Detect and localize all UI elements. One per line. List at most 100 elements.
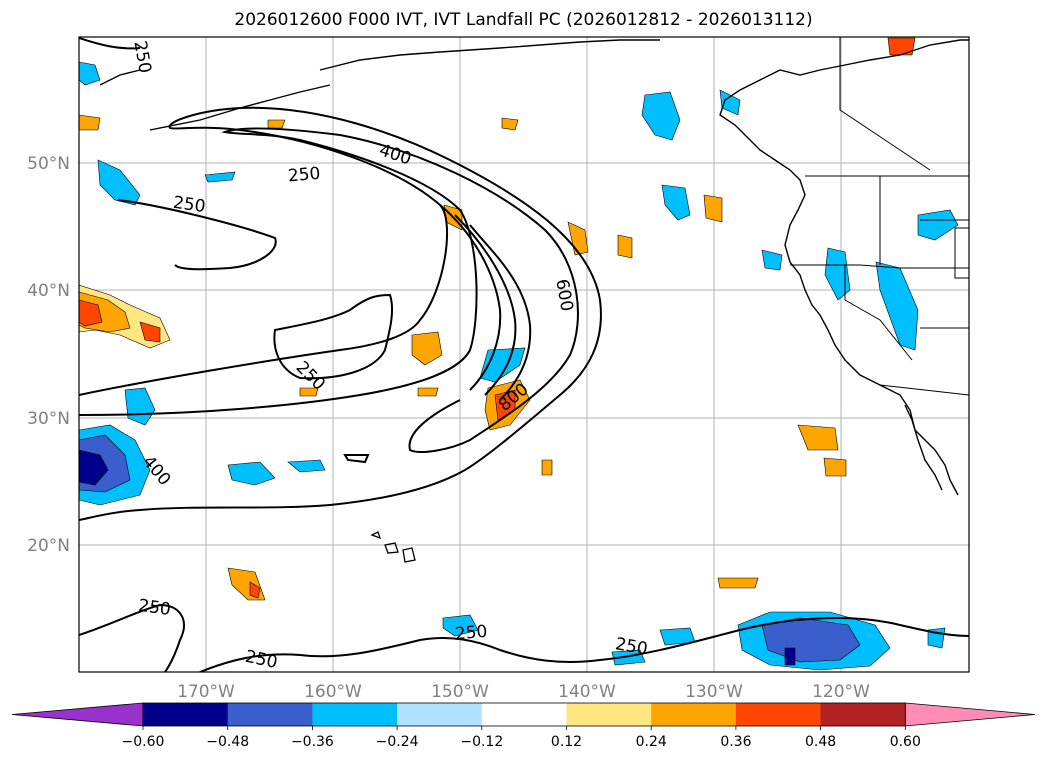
ivt-contour-800: [469, 224, 532, 401]
contour-label-3: 250: [172, 193, 207, 217]
colorbar-tick-label: 0.36: [720, 734, 751, 750]
ivt-contour-250-sw: [79, 603, 185, 672]
colorbar-tick-label: 0.48: [805, 734, 836, 750]
colorbar-tick-label: −0.48: [206, 734, 249, 750]
alaska-canada-border: [839, 37, 931, 171]
neg-blob-s1: [227, 461, 276, 486]
pos-blob-west-core2: [139, 321, 161, 343]
ivt-contour-250-inner: [79, 127, 579, 453]
colorbar-segment: [227, 703, 313, 726]
colorbar-tick-label: 0.24: [636, 734, 667, 750]
ivt-contour-small: [343, 454, 370, 464]
neg-blob-south-mid: [442, 614, 479, 637]
pos-blob-b: [617, 234, 633, 259]
neg-blob-nw-corner: [79, 61, 101, 86]
lat-label-50n: 50°N: [27, 154, 70, 174]
colorbar-segment: [651, 703, 737, 726]
ivt-contours: [79, 37, 969, 672]
colorbar-tick-label: −0.60: [122, 734, 165, 750]
contour-label-2: 250: [287, 164, 321, 187]
colorbar-extend-max: [904, 702, 1036, 727]
ivt-contour-250-outer: [79, 106, 602, 521]
pos-blob-west-core: [79, 299, 103, 327]
pos-blob-d-core: [249, 581, 261, 599]
lon-label-170w: 170°W: [177, 682, 235, 702]
island-oahu: [384, 542, 399, 554]
longitude-labels: 170°W 160°W 150°W 140°W 130°W 120°W: [177, 682, 870, 702]
aleutian-chain: [149, 84, 331, 131]
pc-filled-contours: [79, 37, 959, 671]
neg-blob-w2: [124, 387, 156, 426]
map-border: [78, 36, 970, 673]
neg-blob-nevada: [824, 247, 851, 301]
baja-california-coast: [904, 404, 943, 491]
island-kauai: [370, 531, 382, 540]
colorbar-segment: [397, 703, 483, 726]
map-area: [79, 37, 969, 672]
neg-blob-ca-n: [761, 249, 783, 271]
us-mexico-border: [879, 384, 969, 396]
colorbar-tick-label: 0.12: [551, 734, 582, 750]
colorbar-segment: [481, 703, 567, 726]
colorbar-extend-min: [11, 702, 144, 727]
ca-nv-border: [844, 265, 913, 361]
lat-label-30n: 30°N: [27, 409, 70, 429]
coastlines: [99, 39, 969, 496]
colorbar-segment: [143, 703, 229, 726]
colorbar-outline: [142, 702, 906, 727]
colorbar-segment: [820, 703, 906, 726]
neg-blob-nw: [97, 159, 141, 206]
colorbar-segment: [312, 703, 398, 726]
ivt-contour-400: [439, 204, 502, 391]
colorbar-segment: [566, 703, 652, 726]
ivt-contour-250-west: [117, 199, 277, 271]
neg-blob-wyoming: [917, 209, 959, 241]
lat-label-20n: 20°N: [27, 536, 70, 556]
neg-blob-bc: [719, 89, 741, 116]
lon-label-150w: 150°W: [431, 682, 489, 702]
pos-blob-h: [887, 37, 916, 56]
alaska-coast: [319, 39, 660, 71]
colorbar: −0.60 −0.48 −0.36 −0.24 −0.12 0.12 0.24 0.36 0.4…: [11, 702, 1036, 750]
bering-coast: [99, 69, 141, 86]
lat-label-40n: 40°N: [27, 281, 70, 301]
ivt-contour-250-nw: [79, 37, 141, 50]
island-hawaii: [402, 547, 416, 563]
lon-label-160w: 160°W: [304, 682, 362, 702]
ivt-contour-250-loop: [273, 293, 394, 380]
pos-blob-e: [797, 424, 839, 451]
neg-blob-n1: [204, 171, 236, 183]
latitude-labels: 20°N 30°N 40°N 50°N: [27, 154, 70, 556]
pos-blob-o: [417, 387, 439, 397]
neg-blob-south-east-core: [784, 647, 796, 666]
lon-label-120w: 120°W: [812, 682, 870, 702]
state-border-1: [790, 264, 969, 269]
pos-blob-c: [703, 194, 723, 223]
ivt-contour-250-south: [199, 617, 969, 672]
neg-blob-west-core: [79, 449, 109, 486]
pos-blob-k: [501, 117, 519, 131]
contour-label-11: 250: [454, 622, 488, 645]
state-border-5: [954, 227, 969, 279]
lon-label-130w: 130°W: [685, 682, 743, 702]
pos-blob-m: [541, 459, 553, 476]
pos-blob-f: [823, 457, 847, 477]
west-coast-north-america: [719, 39, 969, 496]
map-title: 2026012600 F000 IVT, IVT Landfall PC (20…: [234, 10, 813, 30]
contour-label-9: 250: [137, 596, 172, 620]
neg-blob-offshore: [661, 184, 691, 221]
neg-blob-s2: [287, 459, 326, 473]
pos-blob-n: [299, 387, 319, 397]
pos-blob-i: [79, 114, 101, 131]
pos-blob-j: [267, 119, 286, 129]
colorbar-segment: [735, 703, 822, 726]
colorbar-tick-label: −0.12: [460, 734, 503, 750]
colorbar-tick-label: 0.60: [890, 734, 921, 750]
colorbar-tick-label: −0.36: [291, 734, 334, 750]
hawaiian-islands: [370, 531, 416, 563]
pos-blob-g: [717, 577, 759, 589]
pos-blob-mid: [411, 331, 443, 366]
lon-label-140w: 140°W: [558, 682, 616, 702]
colorbar-tick-label: −0.24: [376, 734, 419, 750]
